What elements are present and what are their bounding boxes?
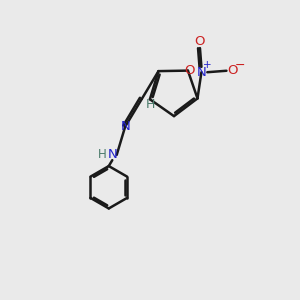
Text: N: N (120, 120, 130, 133)
Text: O: O (184, 64, 195, 77)
Text: N: N (107, 148, 117, 161)
Text: N: N (196, 66, 206, 79)
Text: O: O (228, 64, 238, 77)
Text: −: − (234, 59, 245, 72)
Text: H: H (98, 148, 107, 161)
Text: +: + (203, 60, 212, 70)
Text: H: H (146, 98, 155, 111)
Text: O: O (195, 35, 205, 48)
